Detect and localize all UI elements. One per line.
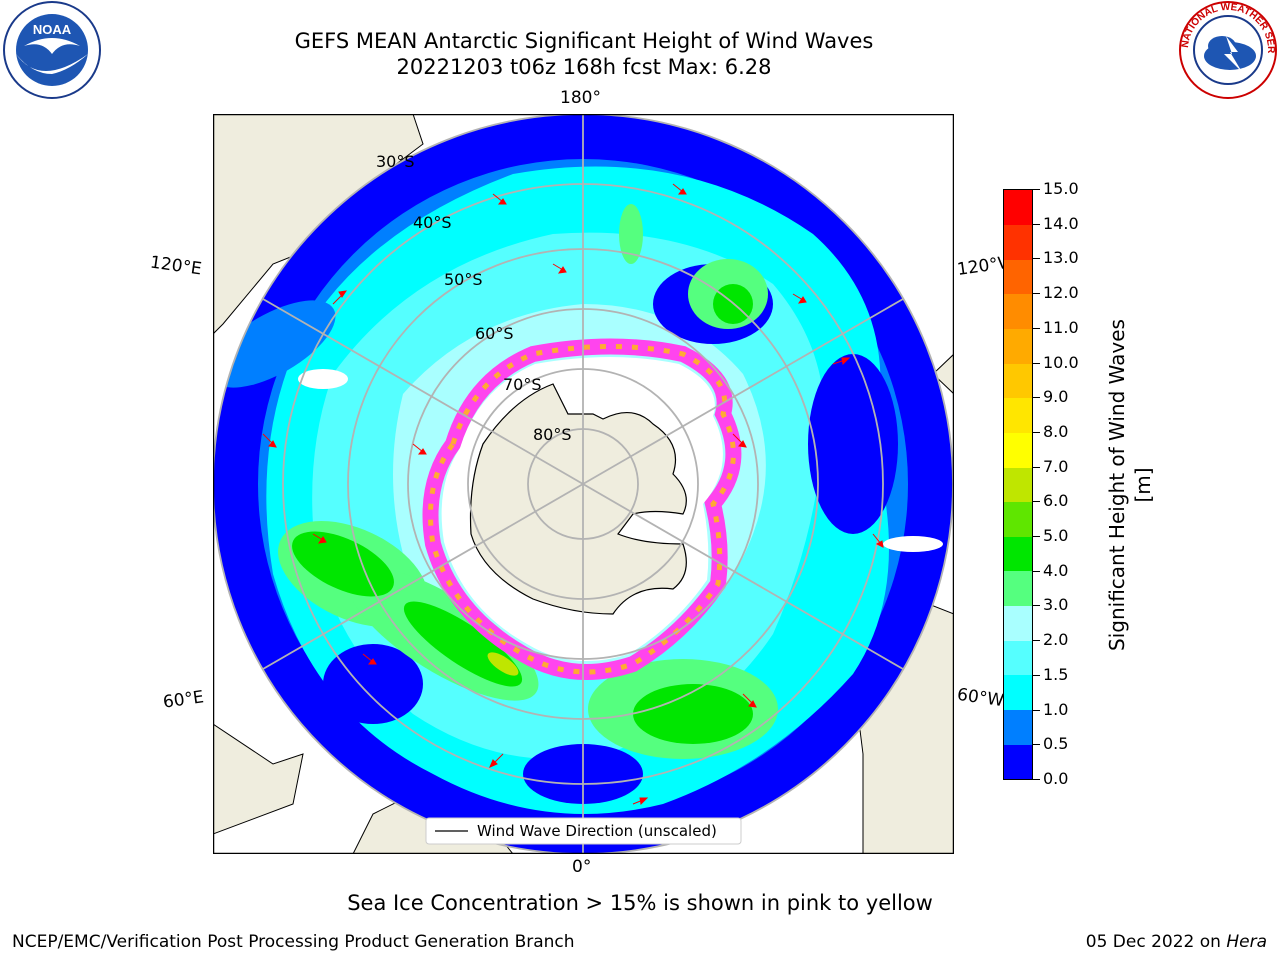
colorbar-segment bbox=[1004, 293, 1032, 329]
colorbar-tick bbox=[1033, 744, 1040, 746]
lon-label-60e: 60°E bbox=[161, 687, 206, 713]
colorbar-segment bbox=[1004, 397, 1032, 433]
colorbar-tick bbox=[1033, 431, 1040, 433]
date-stamp: 05 Dec 2022 on Hera bbox=[1086, 932, 1267, 952]
colorbar-tick-label: 2.0 bbox=[1043, 630, 1069, 650]
colorbar-tick-label: 15.0 bbox=[1043, 179, 1079, 198]
credit-text: NCEP/EMC/Verification Post Processing Pr… bbox=[12, 932, 575, 952]
lat-label-40s: 40°S bbox=[413, 213, 452, 232]
colorbar-tick bbox=[1033, 536, 1040, 538]
chart-title: GEFS MEAN Antarctic Significant Height o… bbox=[294, 29, 874, 53]
colorbar-tick bbox=[1033, 570, 1040, 572]
lat-label-80s: 80°S bbox=[533, 425, 572, 444]
nws-logo: NATIONAL WEATHER SERVICE bbox=[1176, 0, 1277, 99]
legend: Wind Wave Direction (unscaled) bbox=[425, 817, 742, 845]
colorbar-segment bbox=[1004, 467, 1032, 503]
lat-label-70s: 70°S bbox=[503, 375, 542, 394]
chart-subtitle: 20221203 t06z 168h fcst Max: 6.28 bbox=[396, 55, 772, 79]
colorbar-tick-label: 12.0 bbox=[1043, 283, 1079, 303]
colorbar bbox=[1003, 189, 1033, 780]
lat-label-60s: 60°S bbox=[475, 324, 514, 343]
colorbar-segment bbox=[1004, 605, 1032, 641]
colorbar-tick bbox=[1033, 362, 1040, 364]
colorbar-tick-label: 14.0 bbox=[1043, 213, 1079, 233]
lon-label-180: 180° bbox=[560, 88, 601, 108]
colorbar-tick-label: 5.0 bbox=[1043, 526, 1069, 546]
colorbar-tick-label: 1.0 bbox=[1043, 699, 1069, 719]
colorbar-label: Significant Height of Wind Waves [m] bbox=[1105, 319, 1155, 651]
noaa-logo-text: NOAA bbox=[33, 22, 72, 37]
colorbar-segment bbox=[1004, 675, 1032, 711]
colorbar-segment bbox=[1004, 328, 1032, 364]
colorbar-segment bbox=[1004, 190, 1032, 225]
lat-label-50s: 50°S bbox=[444, 270, 483, 289]
lon-label-0: 0° bbox=[572, 857, 592, 877]
colorbar-segment bbox=[1004, 501, 1032, 537]
colorbar-segment bbox=[1004, 640, 1032, 676]
colorbar-tick bbox=[1033, 466, 1040, 468]
colorbar-segment bbox=[1004, 432, 1032, 468]
colorbar-tick-label: 0.0 bbox=[1043, 769, 1069, 788]
colorbar-segment bbox=[1004, 536, 1032, 572]
colorbar-tick bbox=[1033, 327, 1040, 329]
ice-patches bbox=[298, 369, 943, 552]
colorbar-tick bbox=[1033, 293, 1040, 295]
antarctica bbox=[469, 383, 687, 615]
date-text: 05 Dec 2022 on bbox=[1085, 932, 1227, 952]
colorbar-segment bbox=[1004, 363, 1032, 399]
colorbar-tick-label: 6.0 bbox=[1043, 491, 1069, 511]
colorbar-segment bbox=[1004, 571, 1032, 607]
colorbar-tick-label: 8.0 bbox=[1043, 421, 1069, 441]
lon-label-120e: 120°E bbox=[148, 252, 203, 280]
noaa-logo: NOAA bbox=[3, 1, 101, 99]
colorbar-tick bbox=[1033, 397, 1040, 399]
colorbar-tick-label: 13.0 bbox=[1043, 248, 1079, 268]
colorbar-segment bbox=[1004, 224, 1032, 260]
colorbar-tick-label: 11.0 bbox=[1043, 317, 1079, 337]
colorbar-tick-label: 10.0 bbox=[1043, 352, 1079, 372]
colorbar-tick-label: 3.0 bbox=[1043, 595, 1069, 615]
colorbar-tick bbox=[1033, 223, 1040, 225]
wind-wave-arrows bbox=[262, 183, 884, 806]
legend-label: Wind Wave Direction (unscaled) bbox=[477, 822, 717, 840]
colorbar-tick bbox=[1033, 605, 1040, 607]
colorbar-tick bbox=[1033, 501, 1040, 503]
colorbar-tick-label: 4.0 bbox=[1043, 560, 1069, 580]
sea-ice-note: Sea Ice Concentration > 15% is shown in … bbox=[347, 891, 933, 915]
colorbar-tick-label: 9.0 bbox=[1043, 387, 1069, 407]
lat-label-30s: 30°S bbox=[376, 152, 415, 171]
colorbar-tick bbox=[1033, 640, 1040, 642]
colorbar-segment bbox=[1004, 709, 1032, 745]
colorbar-tick bbox=[1033, 258, 1040, 260]
lon-label-60w: 60°W bbox=[955, 684, 1006, 712]
polar-map: Wind Wave Direction (unscaled) bbox=[213, 114, 954, 854]
colorbar-tick bbox=[1033, 674, 1040, 676]
colorbar-tick-label: 1.5 bbox=[1043, 664, 1069, 684]
colorbar-tick-label: 0.5 bbox=[1043, 734, 1069, 754]
colorbar-tick-label: 7.0 bbox=[1043, 456, 1069, 476]
machine-name: Hera bbox=[1226, 932, 1267, 952]
colorbar-segment bbox=[1004, 259, 1032, 295]
colorbar-tick bbox=[1033, 709, 1040, 711]
colorbar-tick bbox=[1033, 189, 1040, 190]
colorbar-segment bbox=[1004, 744, 1032, 780]
colorbar-tick bbox=[1033, 779, 1040, 780]
